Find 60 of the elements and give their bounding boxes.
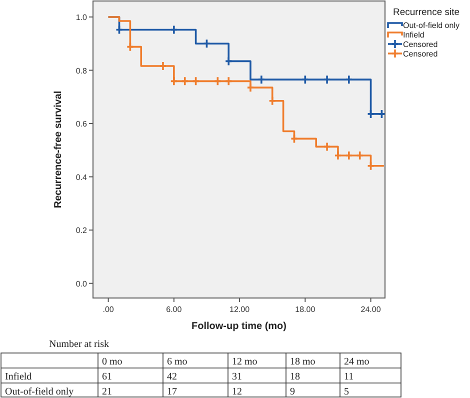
- point: [301, 74, 310, 84]
- text: 61: [102, 372, 112, 382]
- text: 12: [232, 386, 242, 398]
- x-tick-label: 12.00: [230, 305, 250, 314]
- text: 0 mo: [102, 356, 122, 368]
- text: 21: [102, 386, 112, 398]
- text: 24 mo: [344, 356, 370, 368]
- point: [366, 160, 375, 171]
- text: 12 mo: [232, 356, 258, 368]
- point: [356, 150, 364, 160]
- point: [126, 42, 134, 52]
- point: [290, 134, 298, 144]
- legend-label: Out-of-field only: [403, 21, 460, 30]
- y-tick-label: 0.4: [76, 172, 88, 182]
- y-tick-label: 1.0: [76, 12, 88, 22]
- point: [202, 38, 211, 49]
- point: [366, 109, 375, 119]
- point: [192, 76, 200, 86]
- x-tick-label: 6.00: [166, 305, 182, 314]
- text: 31: [232, 372, 242, 382]
- text: 9: [290, 386, 295, 398]
- x-axis-title: Follow-up time (mo): [192, 321, 286, 332]
- point: [334, 150, 342, 160]
- point: [323, 142, 331, 152]
- x-tick-label: 18.00: [295, 305, 316, 314]
- legend-label: Infield: [403, 30, 424, 40]
- point: [170, 24, 178, 35]
- point: [224, 76, 233, 86]
- x-tick-label: .00: [102, 305, 114, 314]
- point: [268, 96, 276, 106]
- point: [214, 76, 222, 86]
- point: [159, 61, 167, 71]
- text: Out-of-field only: [5, 386, 74, 398]
- text: Number at risk: [49, 339, 109, 350]
- text: 42: [167, 372, 177, 382]
- legend-label: Censored: [403, 40, 438, 49]
- point: [345, 150, 353, 160]
- text: 6 mo: [167, 356, 188, 368]
- x-tick-label: 24.00: [360, 305, 382, 314]
- y-tick-label: 0.0: [76, 279, 88, 288]
- point: [258, 74, 266, 84]
- y-tick-label: 0.6: [76, 120, 88, 129]
- point: [115, 24, 124, 35]
- point: [323, 74, 331, 84]
- point: [345, 74, 353, 84]
- point: [224, 56, 233, 66]
- text: 18: [290, 372, 300, 382]
- legend-title: Recurrence site: [393, 7, 460, 18]
- text: 17: [167, 386, 177, 398]
- point: [246, 82, 254, 92]
- point: [170, 76, 178, 86]
- point: [180, 76, 189, 86]
- y-tick-label: 0.2: [76, 226, 88, 236]
- text: 5: [344, 386, 349, 398]
- y-tick-label: 0.8: [76, 66, 88, 76]
- y-axis-title: Recurrence-free survival: [53, 90, 64, 208]
- text: Infield: [5, 372, 32, 382]
- text: 18 mo: [290, 356, 316, 368]
- text: 11: [344, 372, 354, 382]
- legend-label: Censored: [403, 50, 438, 58]
